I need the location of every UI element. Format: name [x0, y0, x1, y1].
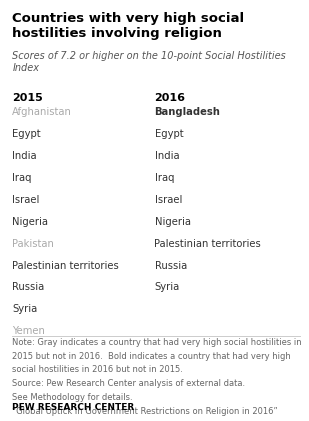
Text: Yemen: Yemen — [12, 326, 45, 336]
Text: Nigeria: Nigeria — [12, 217, 49, 227]
Text: Israel: Israel — [154, 195, 182, 205]
Text: Syria: Syria — [154, 282, 180, 293]
Text: India: India — [12, 151, 37, 161]
Text: Scores of 7.2 or higher on the 10-point Social Hostilities
Index: Scores of 7.2 or higher on the 10-point … — [12, 51, 286, 73]
Text: 2015 but not in 2016.  Bold indicates a country that had very high: 2015 but not in 2016. Bold indicates a c… — [12, 352, 291, 360]
Text: PEW RESEARCH CENTER: PEW RESEARCH CENTER — [12, 403, 135, 412]
Text: Syria: Syria — [12, 304, 38, 314]
Text: Afghanistan: Afghanistan — [12, 107, 72, 117]
Text: Russia: Russia — [154, 261, 187, 271]
Text: Source: Pew Research Center analysis of external data.: Source: Pew Research Center analysis of … — [12, 379, 245, 388]
Text: Pakistan: Pakistan — [12, 239, 54, 249]
Text: Israel: Israel — [12, 195, 40, 205]
Text: social hostilities in 2016 but not in 2015.: social hostilities in 2016 but not in 20… — [12, 365, 183, 374]
Text: See Methodology for details.: See Methodology for details. — [12, 393, 133, 402]
Text: Nigeria: Nigeria — [154, 217, 191, 227]
Text: India: India — [154, 151, 179, 161]
Text: Russia: Russia — [12, 282, 44, 293]
Text: Bangladesh: Bangladesh — [154, 107, 220, 117]
Text: Iraq: Iraq — [12, 173, 32, 183]
Text: Countries with very high social
hostilities involving religion: Countries with very high social hostilit… — [12, 12, 244, 40]
Text: Egypt: Egypt — [12, 129, 41, 139]
Text: 2015: 2015 — [12, 93, 43, 104]
Text: 2016: 2016 — [154, 93, 185, 104]
Text: Palestinian territories: Palestinian territories — [154, 239, 261, 249]
Text: Iraq: Iraq — [154, 173, 174, 183]
Text: “Global Uptick in Government Restrictions on Religion in 2016”: “Global Uptick in Government Restriction… — [12, 407, 278, 416]
Text: Note: Gray indicates a country that had very high social hostilities in: Note: Gray indicates a country that had … — [12, 338, 302, 346]
Text: Palestinian territories: Palestinian territories — [12, 261, 119, 271]
Text: Egypt: Egypt — [154, 129, 183, 139]
